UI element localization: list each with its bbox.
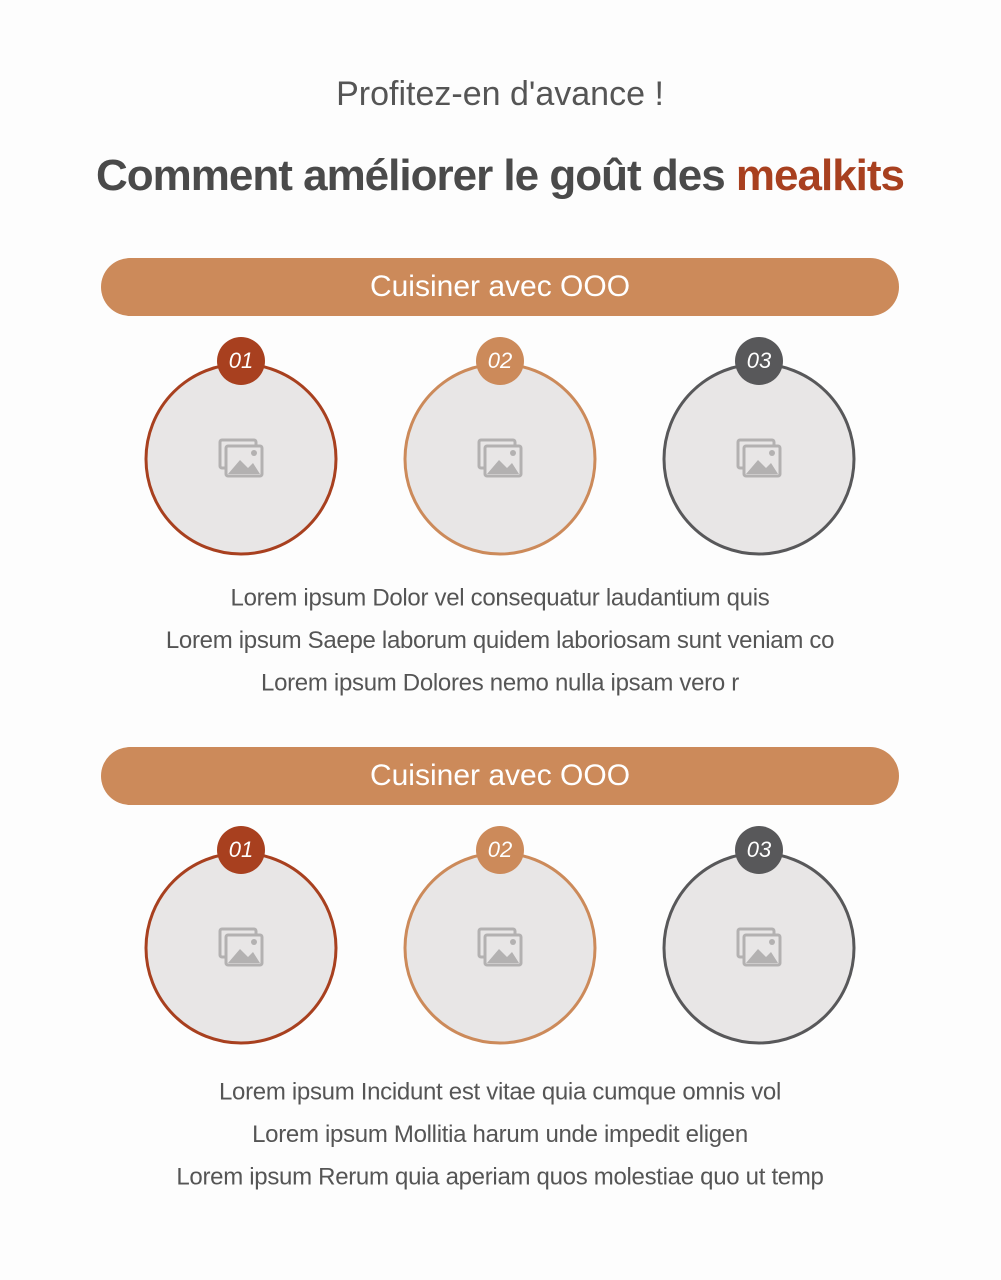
badge-number: 03 <box>747 348 772 373</box>
icon-sun <box>769 450 775 456</box>
section-heading: Cuisiner avec OOO <box>370 270 630 303</box>
badge-number: 02 <box>488 837 512 862</box>
image-icon <box>218 438 264 478</box>
icon-sun <box>510 450 516 456</box>
badge <box>217 826 265 874</box>
image-icon <box>736 927 782 967</box>
description-line: Lorem ipsum Dolores nemo nulla ipsam ver… <box>261 669 739 696</box>
image-icon <box>736 438 782 478</box>
description-line: Lorem ipsum Rerum quia aperiam quos mole… <box>176 1163 823 1190</box>
image-icon <box>477 927 523 967</box>
icon-mountain <box>746 949 778 963</box>
icon-sun <box>510 939 516 945</box>
badge <box>476 826 524 874</box>
title-main: Comment améliorer le goût des <box>96 151 725 200</box>
section-banner <box>101 258 899 316</box>
title-highlight: mealkits <box>736 151 904 200</box>
icon-mountain <box>746 460 778 474</box>
badge-number: 01 <box>229 837 253 862</box>
badge <box>217 337 265 385</box>
section: Cuisiner avec OOO 01 02 03 Lorem ipsum Dolor… <box>101 258 899 696</box>
badge-number: 01 <box>229 348 253 373</box>
description-line: Lorem ipsum Dolor vel consequatur laudan… <box>231 584 770 611</box>
icon-sun <box>251 450 257 456</box>
section: Cuisiner avec OOO 01 02 03 Lorem ipsum Incid… <box>101 747 899 1190</box>
description-line: Lorem ipsum Mollitia harum unde impedit … <box>252 1121 748 1148</box>
image-icon <box>477 438 523 478</box>
icon-mountain <box>228 949 260 963</box>
title: Comment améliorer le goût des mealkits <box>96 151 904 200</box>
badge-number: 02 <box>488 348 512 373</box>
section-heading: Cuisiner avec OOO <box>370 759 630 792</box>
description-line: Lorem ipsum Incidunt est vitae quia cumq… <box>219 1078 781 1105</box>
badge <box>476 337 524 385</box>
section-banner <box>101 747 899 805</box>
icon-mountain <box>228 460 260 474</box>
badge <box>735 337 783 385</box>
icon-sun <box>251 939 257 945</box>
image-icon <box>218 927 264 967</box>
description-line: Lorem ipsum Saepe laborum quidem laborio… <box>166 627 834 654</box>
badge <box>735 826 783 874</box>
icon-mountain <box>487 949 519 963</box>
badge-number: 03 <box>747 837 772 862</box>
icon-mountain <box>487 460 519 474</box>
icon-sun <box>769 939 775 945</box>
subtitle: Profitez-en d'avance ! <box>336 75 664 113</box>
